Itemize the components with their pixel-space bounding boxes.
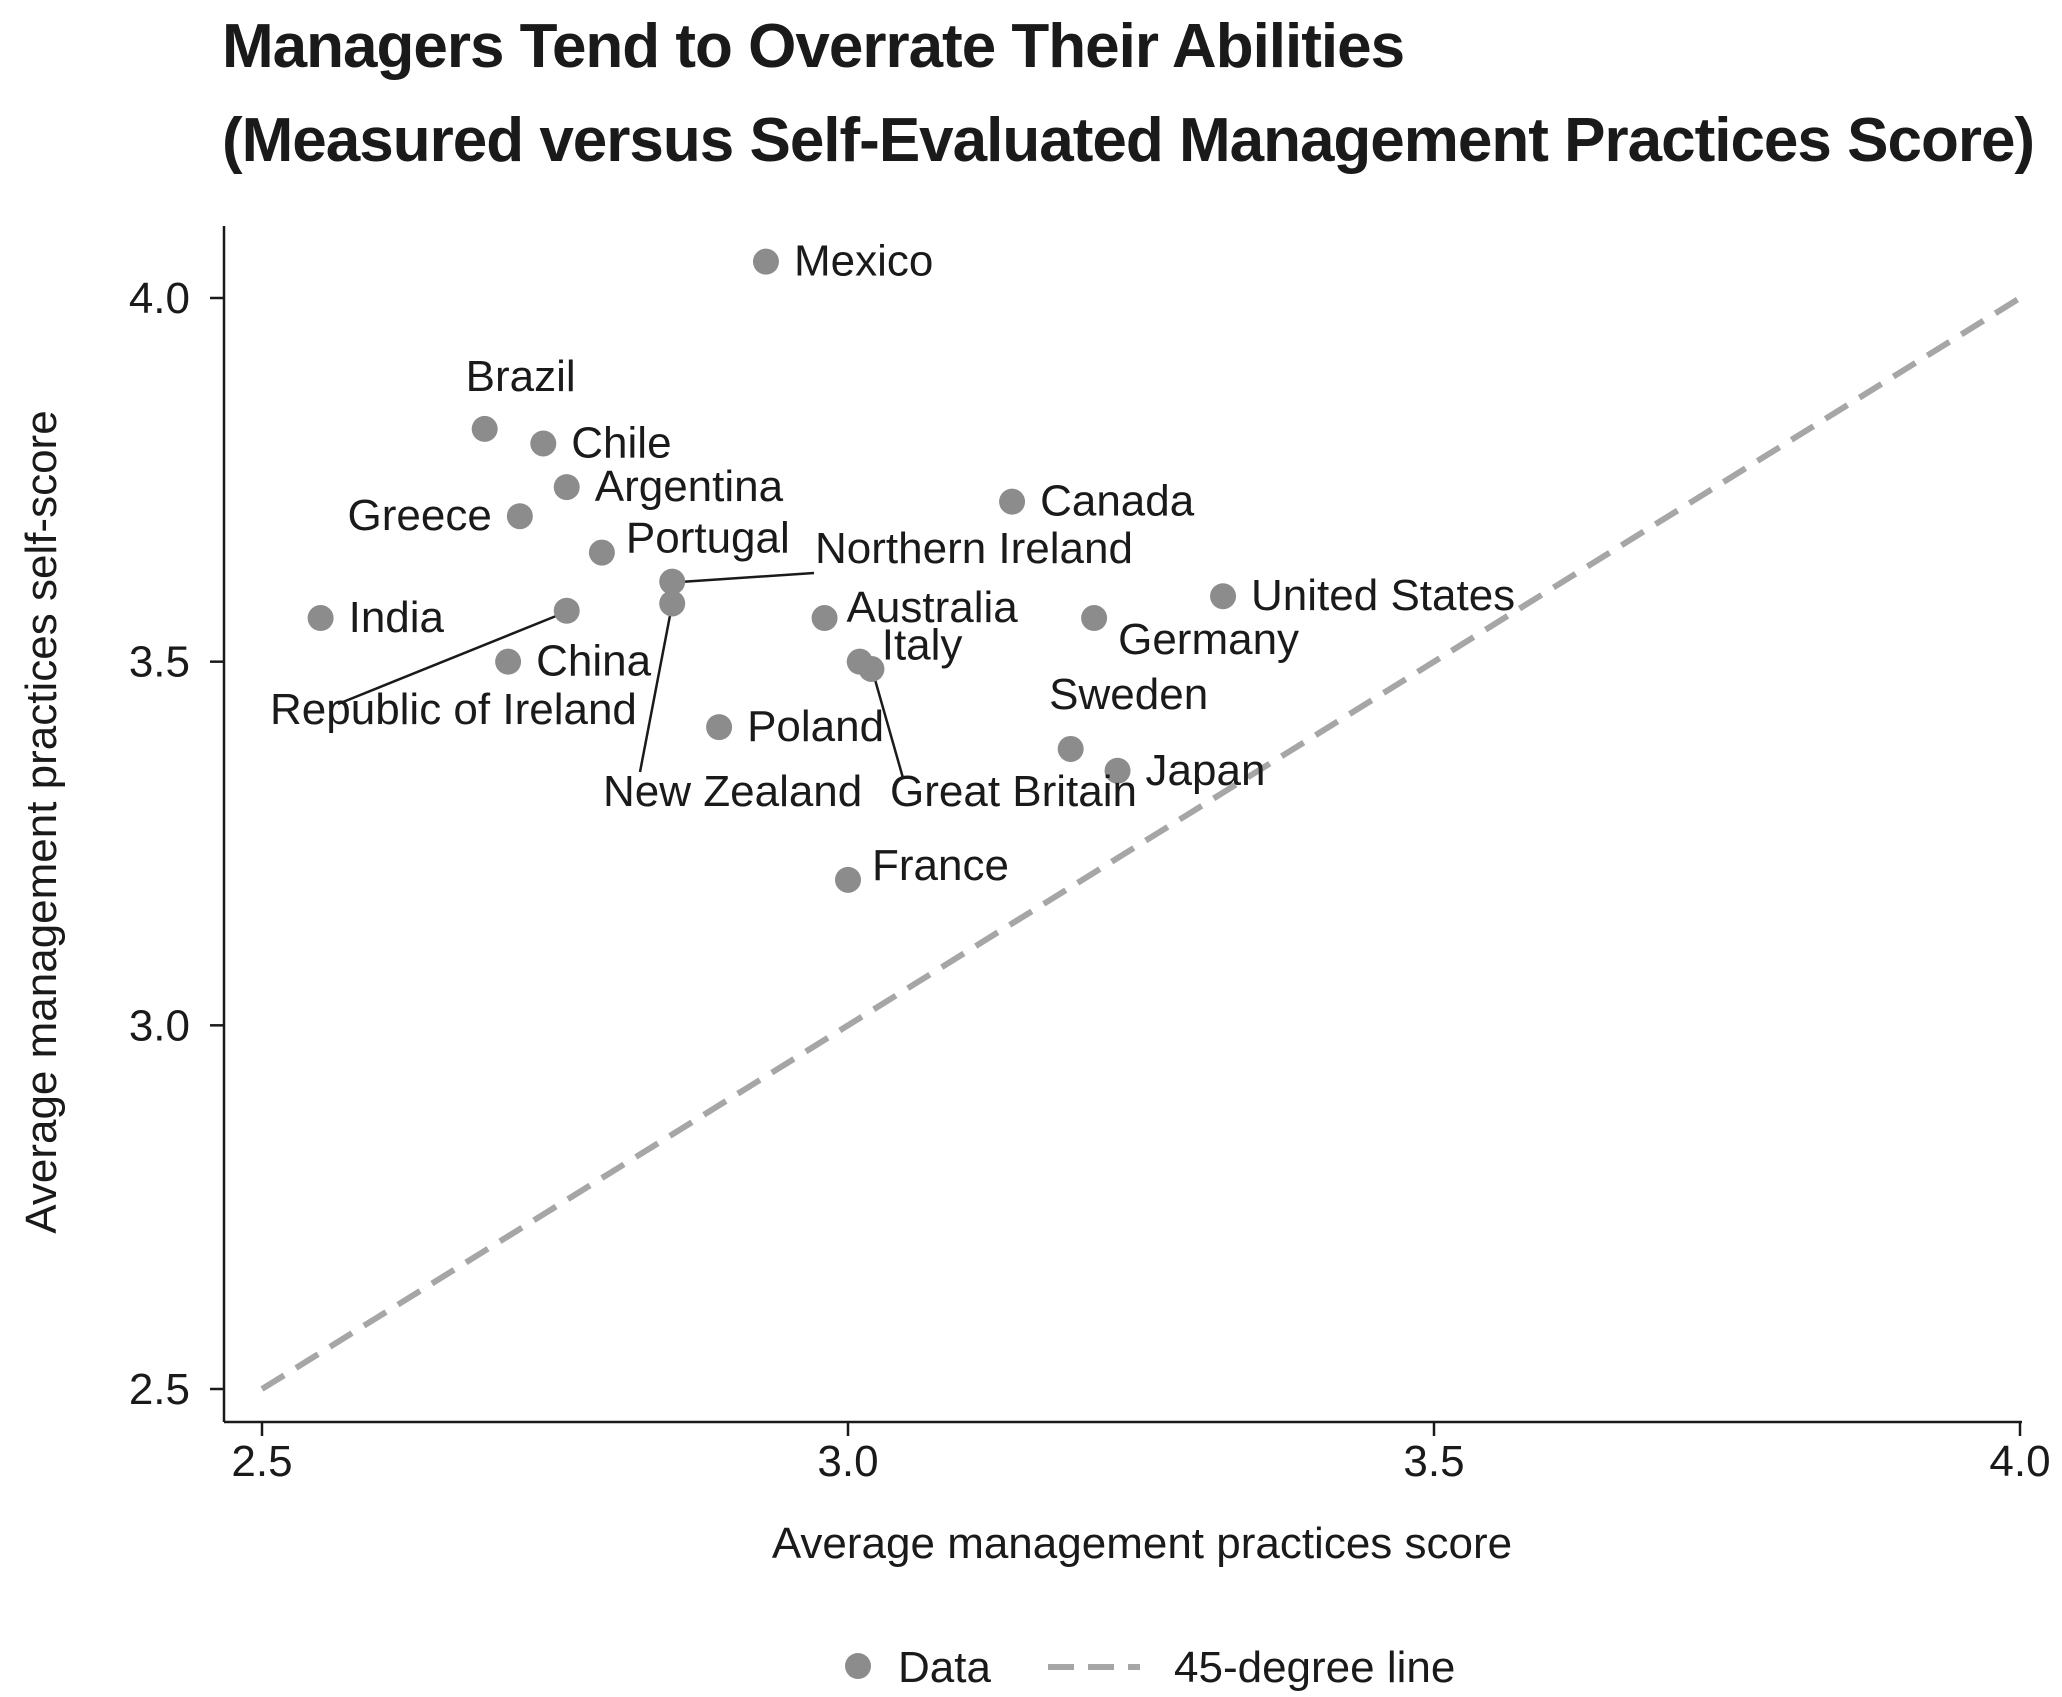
data-point-label: Brazil	[466, 352, 576, 401]
data-point	[1057, 735, 1084, 762]
legend-label-data: Data	[898, 1643, 991, 1692]
data-point-label: Chile	[571, 418, 671, 467]
label-leader-line	[337, 610, 567, 706]
data-point	[495, 648, 522, 675]
data-point-label: Italy	[882, 621, 963, 670]
data-point-label: Poland	[747, 702, 884, 751]
data-point	[530, 430, 557, 457]
data-point	[471, 415, 498, 442]
y-tick-label: 3.0	[129, 1001, 190, 1050]
data-point-label: Australia	[847, 583, 1019, 632]
reference-line-layer	[260, 295, 2022, 1392]
data-point	[1104, 757, 1131, 784]
data-point	[1210, 583, 1237, 610]
data-point-label: Mexico	[794, 237, 933, 286]
data-point-label: China	[536, 637, 651, 686]
x-tick-label: 3.0	[817, 1437, 878, 1486]
data-point	[659, 590, 686, 617]
label-leader-line	[676, 571, 815, 584]
data-point	[706, 714, 733, 741]
legend: Data 45-degree line	[845, 1643, 1455, 1692]
data-point-label: Canada	[1040, 477, 1195, 526]
data-point-label: France	[872, 841, 1009, 890]
data-point	[307, 605, 334, 632]
data-point	[506, 503, 533, 530]
data-point	[1081, 605, 1108, 632]
data-point	[553, 474, 580, 501]
chart-title: Managers Tend to Overrate Their Abilitie…	[222, 12, 1405, 81]
data-point-label: United States	[1251, 571, 1515, 620]
y-tick-label: 4.0	[129, 274, 190, 323]
data-point-label: Greece	[348, 491, 492, 540]
data-point	[835, 866, 861, 893]
data-point-label: New Zealand	[603, 767, 862, 816]
data-point	[588, 539, 615, 566]
tick-layer: 2.5 3.0 3.5 4.0 2.5 3.0 3.5 4.0	[129, 274, 2051, 1486]
legend-marker-data	[845, 1653, 871, 1679]
data-point-label: Sweden	[1049, 670, 1208, 719]
data-point	[811, 605, 838, 632]
data-point	[659, 568, 686, 595]
label-leader-line	[868, 661, 905, 779]
data-point	[752, 248, 779, 275]
data-point-label: Japan	[1146, 746, 1266, 795]
point-layer	[307, 248, 1237, 893]
data-point-label: Argentina	[595, 462, 784, 511]
y-axis-label: Average management practices self-score	[17, 410, 66, 1233]
chart-title-block: Managers Tend to Overrate Their Abilitie…	[222, 0, 2035, 188]
data-point-label: Republic of Ireland	[270, 685, 637, 734]
data-point-label: India	[349, 593, 445, 642]
chart-subtitle: (Measured versus Self-Evaluated Manageme…	[222, 106, 2035, 175]
x-tick-label: 2.5	[231, 1437, 292, 1486]
x-axis-label: Average management practices score	[772, 1519, 1512, 1568]
data-point	[553, 597, 580, 624]
data-point-label: Northern Ireland	[815, 524, 1133, 573]
label-leader-line	[638, 604, 674, 773]
x-tick-label: 3.5	[1403, 1437, 1464, 1486]
reference-line-45-degree	[260, 295, 2022, 1392]
y-tick-label: 3.5	[129, 638, 190, 687]
data-point-label: Portugal	[626, 514, 790, 563]
legend-label-45-degree-line: 45-degree line	[1174, 1643, 1455, 1692]
x-tick-label: 4.0	[1989, 1437, 2050, 1486]
data-point	[858, 655, 885, 682]
data-point	[999, 488, 1026, 515]
data-point-label: Great Britain	[890, 767, 1137, 816]
y-tick-label: 2.5	[129, 1365, 190, 1414]
data-point-label: Germany	[1118, 615, 1299, 664]
